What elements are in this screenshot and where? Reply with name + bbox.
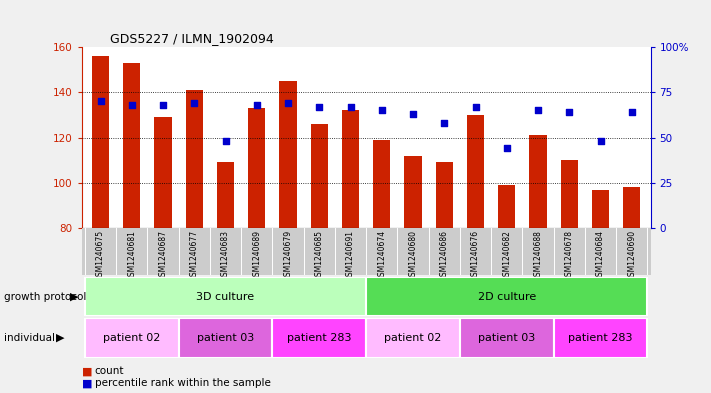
Point xyxy=(626,109,638,116)
Point xyxy=(439,120,450,126)
Point xyxy=(157,102,169,108)
Text: GSM1240690: GSM1240690 xyxy=(627,230,636,281)
Bar xyxy=(467,115,484,228)
Bar xyxy=(248,108,265,228)
Text: GSM1240689: GSM1240689 xyxy=(252,230,261,281)
Point xyxy=(95,98,106,105)
Bar xyxy=(279,81,296,228)
Bar xyxy=(624,187,641,228)
Text: GSM1240691: GSM1240691 xyxy=(346,230,355,281)
Text: GSM1240687: GSM1240687 xyxy=(159,230,168,281)
Text: GSM1240677: GSM1240677 xyxy=(190,230,199,281)
Bar xyxy=(592,189,609,228)
Text: ■: ■ xyxy=(82,366,92,376)
Text: GSM1240679: GSM1240679 xyxy=(284,230,292,281)
Text: ▶: ▶ xyxy=(70,292,78,302)
Point xyxy=(126,102,137,108)
Point xyxy=(251,102,262,108)
Text: GSM1240675: GSM1240675 xyxy=(96,230,105,281)
Bar xyxy=(405,156,422,228)
Bar xyxy=(436,162,453,228)
Text: GSM1240681: GSM1240681 xyxy=(127,230,137,281)
Bar xyxy=(85,318,178,358)
Bar xyxy=(123,63,140,228)
Text: patient 283: patient 283 xyxy=(287,333,351,343)
Text: GSM1240674: GSM1240674 xyxy=(378,230,386,281)
Text: patient 02: patient 02 xyxy=(103,333,161,343)
Bar xyxy=(154,117,171,228)
Bar xyxy=(366,277,648,316)
Text: GSM1240682: GSM1240682 xyxy=(502,230,511,281)
Bar xyxy=(92,56,109,228)
Text: growth protocol: growth protocol xyxy=(4,292,86,302)
Text: GSM1240680: GSM1240680 xyxy=(409,230,417,281)
Text: ■: ■ xyxy=(82,378,92,388)
Point xyxy=(282,100,294,107)
Text: GDS5227 / ILMN_1902094: GDS5227 / ILMN_1902094 xyxy=(110,31,274,44)
Point xyxy=(345,104,356,110)
Point xyxy=(595,138,606,144)
Bar xyxy=(217,162,234,228)
Bar xyxy=(85,277,366,316)
Text: GSM1240688: GSM1240688 xyxy=(533,230,542,281)
Point xyxy=(501,145,513,152)
Point xyxy=(376,107,387,114)
Point xyxy=(314,104,325,110)
Text: GSM1240686: GSM1240686 xyxy=(440,230,449,281)
Bar xyxy=(272,318,366,358)
Text: GSM1240676: GSM1240676 xyxy=(471,230,480,281)
Text: individual: individual xyxy=(4,333,55,343)
Bar xyxy=(186,90,203,228)
Point xyxy=(407,111,419,117)
Bar xyxy=(530,135,547,228)
Text: percentile rank within the sample: percentile rank within the sample xyxy=(95,378,270,388)
Text: patient 03: patient 03 xyxy=(479,333,535,343)
Text: patient 02: patient 02 xyxy=(385,333,442,343)
Bar xyxy=(311,124,328,228)
Bar xyxy=(342,110,359,228)
Bar xyxy=(498,185,515,228)
Bar xyxy=(373,140,390,228)
Text: patient 03: patient 03 xyxy=(197,333,254,343)
Point xyxy=(564,109,575,116)
Bar xyxy=(561,160,578,228)
Text: GSM1240685: GSM1240685 xyxy=(315,230,324,281)
Text: GSM1240684: GSM1240684 xyxy=(596,230,605,281)
Text: ▶: ▶ xyxy=(56,333,65,343)
Text: patient 283: patient 283 xyxy=(568,333,633,343)
Text: 2D culture: 2D culture xyxy=(478,292,536,302)
Point xyxy=(188,100,200,107)
Point xyxy=(470,104,481,110)
Text: GSM1240683: GSM1240683 xyxy=(221,230,230,281)
Point xyxy=(533,107,544,114)
Bar xyxy=(366,318,460,358)
Text: count: count xyxy=(95,366,124,376)
Point xyxy=(220,138,231,144)
Bar xyxy=(460,318,554,358)
Text: GSM1240678: GSM1240678 xyxy=(565,230,574,281)
Bar xyxy=(178,318,272,358)
Text: 3D culture: 3D culture xyxy=(196,292,255,302)
Bar xyxy=(554,318,648,358)
